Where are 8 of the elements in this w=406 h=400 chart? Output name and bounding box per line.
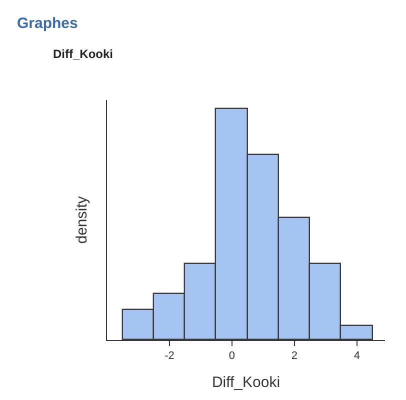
chart-title: Graphes: [17, 15, 78, 32]
chart-subtitle: Diff_Kooki: [53, 47, 113, 61]
x-tick-label: -2: [164, 350, 174, 362]
x-axis-title: Diff_Kooki: [212, 374, 280, 392]
x-tick-label: 2: [291, 350, 298, 362]
x-tick-label: 4: [354, 350, 360, 362]
x-tick-label: 0: [228, 350, 236, 362]
y-axis-title: density: [73, 196, 90, 244]
